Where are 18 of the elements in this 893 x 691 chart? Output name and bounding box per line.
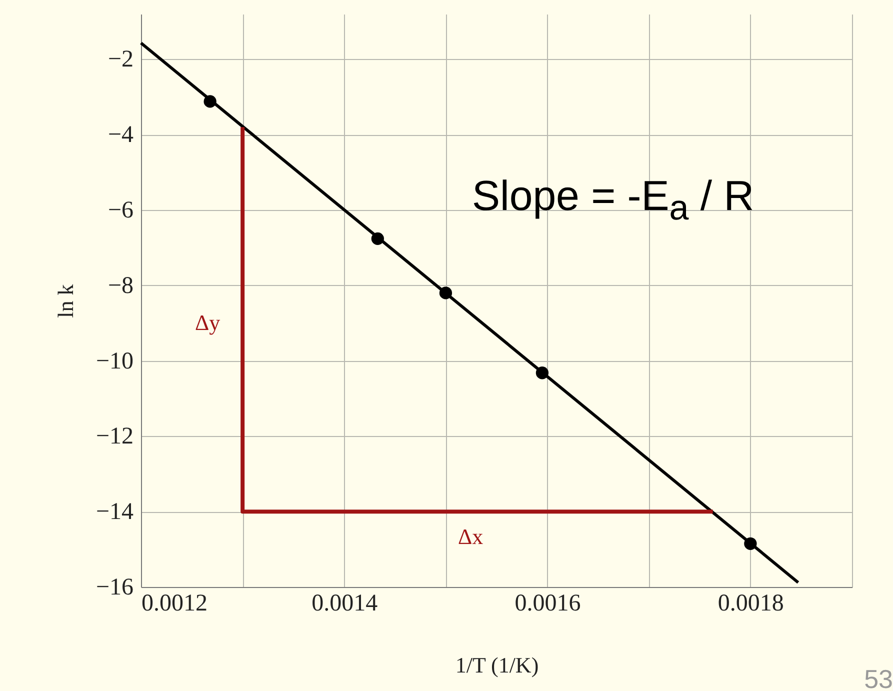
y-tick-label: −14 (96, 499, 134, 526)
x-axis-title: 1/T (1/K) (455, 652, 539, 678)
annotation: Δy (195, 310, 220, 336)
y-tick-label: −8 (108, 272, 134, 299)
y-tick-label: −6 (108, 198, 134, 224)
y-tick-label: −12 (96, 424, 134, 450)
text: 53 (864, 664, 893, 691)
x-tick-label: 0.0012 (142, 590, 208, 616)
y-tick-label: −16 (96, 574, 134, 600)
x-tick-label: 0.0014 (312, 590, 378, 616)
annotation: Δx (458, 524, 484, 550)
y-axis-title: ln k (52, 284, 78, 318)
x-tick-label: 0.0018 (718, 590, 784, 616)
x-tick-label: 0.0016 (514, 590, 581, 616)
y-tick-label: −4 (108, 122, 134, 148)
annotation: Slope = -E$_{a}$ / R (472, 172, 754, 228)
y-tick-label: −10 (96, 348, 134, 374)
y-tick-label: −2 (108, 46, 134, 73)
